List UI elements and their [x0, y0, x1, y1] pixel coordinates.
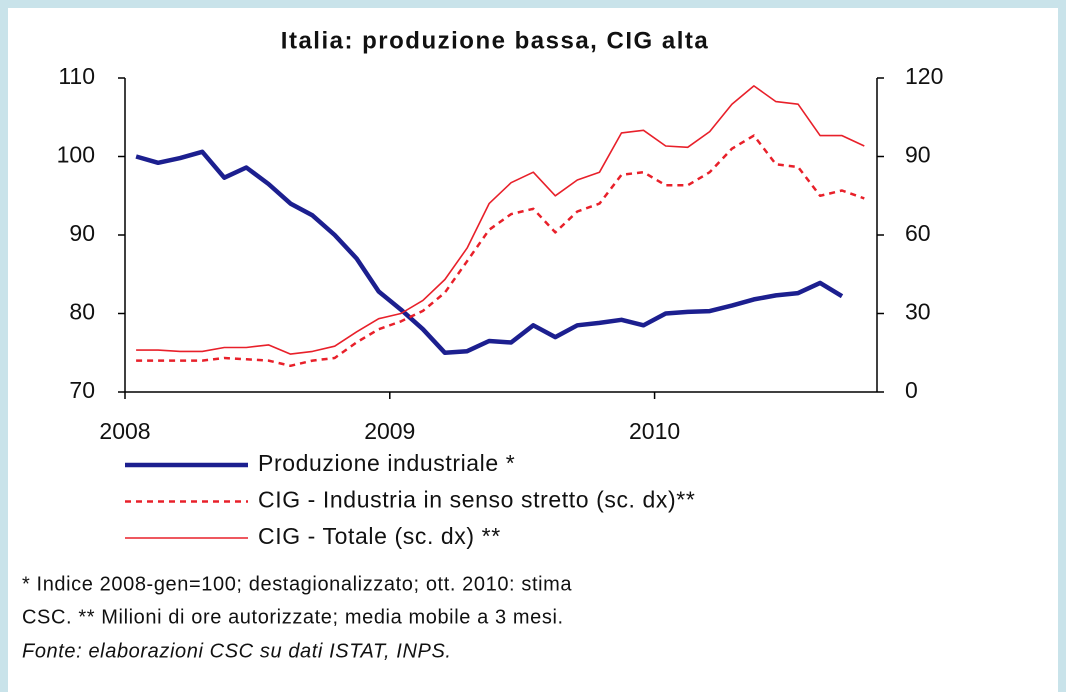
x-tick-label: 2010 — [629, 418, 680, 444]
chart-title: Italia: produzione bassa, CIG alta — [281, 27, 709, 54]
x-tick-label: 2008 — [99, 418, 150, 444]
series-line — [136, 134, 865, 368]
legend-label: CIG - Industria in senso stretto (sc. dx… — [258, 487, 695, 513]
chart-panel — [8, 8, 1058, 692]
footnote: CSC. ** Milioni di ore autorizzate; medi… — [22, 606, 564, 628]
y2-tick-label: 90 — [905, 142, 931, 168]
y-tick-label: 100 — [57, 142, 95, 168]
y-tick-label: 80 — [69, 299, 95, 325]
y2-tick-label: 30 — [905, 299, 931, 325]
y2-tick-label: 0 — [905, 377, 918, 403]
footnote: * Indice 2008-gen=100; destagionalizzato… — [22, 573, 572, 595]
y-tick-label: 90 — [69, 220, 95, 246]
legend-label: CIG - Totale (sc. dx) ** — [258, 523, 501, 549]
source-note: Fonte: elaborazioni CSC su dati ISTAT, I… — [22, 640, 452, 662]
y-tick-label: 110 — [58, 63, 95, 89]
series-line — [136, 85, 865, 355]
y2-tick-label: 120 — [905, 63, 943, 89]
series-line — [135, 149, 844, 356]
y2-tick-label: 60 — [905, 220, 931, 246]
y-tick-label: 70 — [69, 377, 95, 403]
x-tick-label: 2009 — [364, 418, 415, 444]
legend-label: Produzione industriale * — [258, 450, 515, 476]
